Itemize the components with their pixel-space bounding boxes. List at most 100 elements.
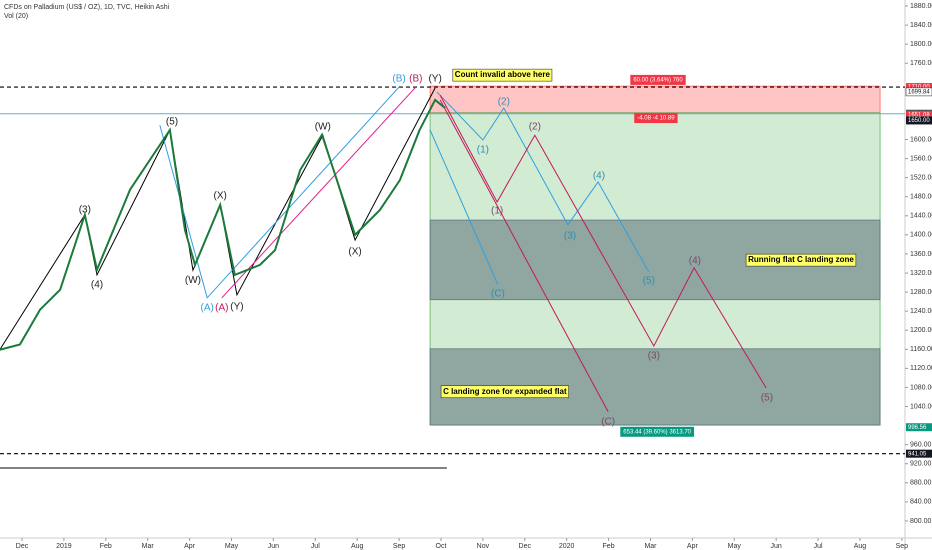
x-tick-label: Mar xyxy=(142,543,155,550)
measure-box xyxy=(634,113,678,124)
price-label: 1650.00 xyxy=(908,118,930,124)
y-tick-label: 1400.00 xyxy=(910,232,932,239)
x-tick-label: 2020 xyxy=(559,543,575,550)
wave-label: (5) xyxy=(166,117,178,128)
note-box xyxy=(440,385,569,399)
price-label-box xyxy=(906,116,932,125)
y-tick-label: 1040.00 xyxy=(910,403,932,410)
wave-label: (X) xyxy=(214,190,227,201)
zone xyxy=(429,348,881,426)
x-tick-label: Jun xyxy=(771,543,782,550)
y-tick-label: 1120.00 xyxy=(910,365,932,372)
price-label: 1710.00 xyxy=(908,85,930,91)
x-tick-label: Aug xyxy=(351,543,364,550)
x-tick-label: Aug xyxy=(854,543,867,550)
y-tick-label: 1280.00 xyxy=(910,289,932,296)
x-tick-label: Mar xyxy=(644,543,657,550)
x-tick-label: Jun xyxy=(268,543,279,550)
y-tick-label: 1240.00 xyxy=(910,308,932,315)
y-tick-label: 1160.00 xyxy=(910,346,932,353)
wave-label: (W) xyxy=(185,275,201,286)
y-tick-label: 1840.00 xyxy=(910,22,932,29)
x-tick-label: Nov xyxy=(477,543,490,550)
wave-label: (A) xyxy=(201,302,214,313)
y-tick-label: 1320.00 xyxy=(910,270,932,277)
wave-label: (4) xyxy=(689,256,701,267)
wave-label: (B) xyxy=(392,74,405,85)
wave-label: (1) xyxy=(477,145,489,156)
indicator-label: Vol (20) xyxy=(4,13,28,20)
note-box xyxy=(452,68,553,82)
y-tick-label: 1560.00 xyxy=(910,155,932,162)
wave-label: (X) xyxy=(348,247,361,258)
price-label: 1651.08 xyxy=(908,113,930,119)
wave-label: (4) xyxy=(91,280,103,291)
x-tick-label: Apr xyxy=(184,543,196,550)
y-tick-label: 1360.00 xyxy=(910,251,932,258)
wave-label: (5) xyxy=(643,276,655,287)
note-box xyxy=(745,253,857,267)
y-tick-label: 1880.00 xyxy=(910,3,932,10)
wave-label: (Y) xyxy=(230,301,243,312)
y-tick-label: 960.00 xyxy=(910,441,932,448)
y-tick-label: 1080.00 xyxy=(910,384,932,391)
wave-label: (1) xyxy=(491,206,503,217)
x-tick-label: Jul xyxy=(814,543,823,550)
y-tick-label: 1600.00 xyxy=(910,136,932,143)
wave-projection xyxy=(439,94,767,389)
zone xyxy=(429,85,881,114)
price-label-box xyxy=(906,111,932,120)
x-tick-label: Apr xyxy=(687,543,699,550)
price-label-box xyxy=(905,87,932,97)
wave-label: (W) xyxy=(315,122,331,133)
price-label: 996.56 xyxy=(908,425,927,431)
wave-label: (C) xyxy=(601,416,615,427)
wave-label: (A) xyxy=(215,302,228,313)
x-tick-label: May xyxy=(225,543,239,550)
y-tick-label: 840.00 xyxy=(910,499,932,506)
price-label: 941.05 xyxy=(908,451,927,457)
chart-title: CFDs on Palladium (US$ / OZ), 1D, TVC, H… xyxy=(4,4,170,11)
wave-label: (Y) xyxy=(428,74,441,85)
wave-label: (3) xyxy=(648,351,660,362)
wave-projection xyxy=(436,91,650,273)
wave-label: (5) xyxy=(761,393,773,404)
y-tick-label: 920.00 xyxy=(910,461,932,468)
x-tick-label: 2019 xyxy=(56,543,72,550)
measure-box xyxy=(620,426,695,437)
x-tick-label: Sep xyxy=(896,543,909,550)
y-tick-label: 880.00 xyxy=(910,480,932,487)
price-label-box xyxy=(906,449,932,458)
price-label-box xyxy=(906,423,932,432)
y-tick-label: 1760.00 xyxy=(910,60,932,67)
x-tick-label: Feb xyxy=(603,543,615,550)
wave-projection xyxy=(159,86,400,299)
x-tick-label: Dec xyxy=(519,543,532,550)
wave-label: (3) xyxy=(564,230,576,241)
wave-projection xyxy=(439,99,609,412)
wave-label: (3) xyxy=(79,205,91,216)
note-label: Running flat C landing zone xyxy=(748,255,854,264)
measure-label: 653.44 (39.60%) 3613.70 xyxy=(623,429,691,435)
x-tick-label: Dec xyxy=(16,543,29,550)
wave-label: (2) xyxy=(529,122,541,133)
measure-box xyxy=(630,74,686,85)
x-tick-label: Oct xyxy=(436,543,447,550)
y-tick-label: 1480.00 xyxy=(910,194,932,201)
y-tick-label: 1800.00 xyxy=(910,41,932,48)
note-label: Count invalid above here xyxy=(455,70,551,79)
x-tick-label: Jul xyxy=(311,543,320,550)
price-line xyxy=(0,98,446,351)
measure-label: -4.08 -4 10.89 xyxy=(637,116,675,122)
wave-label: (4) xyxy=(593,170,605,181)
wave-label: (B) xyxy=(409,74,422,85)
wave-label: (C) xyxy=(491,289,505,300)
x-tick-label: May xyxy=(728,543,742,550)
wave-projection xyxy=(429,129,499,286)
price-label: 1699.84 xyxy=(908,89,930,95)
y-tick-label: 1520.00 xyxy=(910,174,932,181)
x-tick-label: Feb xyxy=(100,543,112,550)
y-tick-label: 1440.00 xyxy=(910,213,932,220)
